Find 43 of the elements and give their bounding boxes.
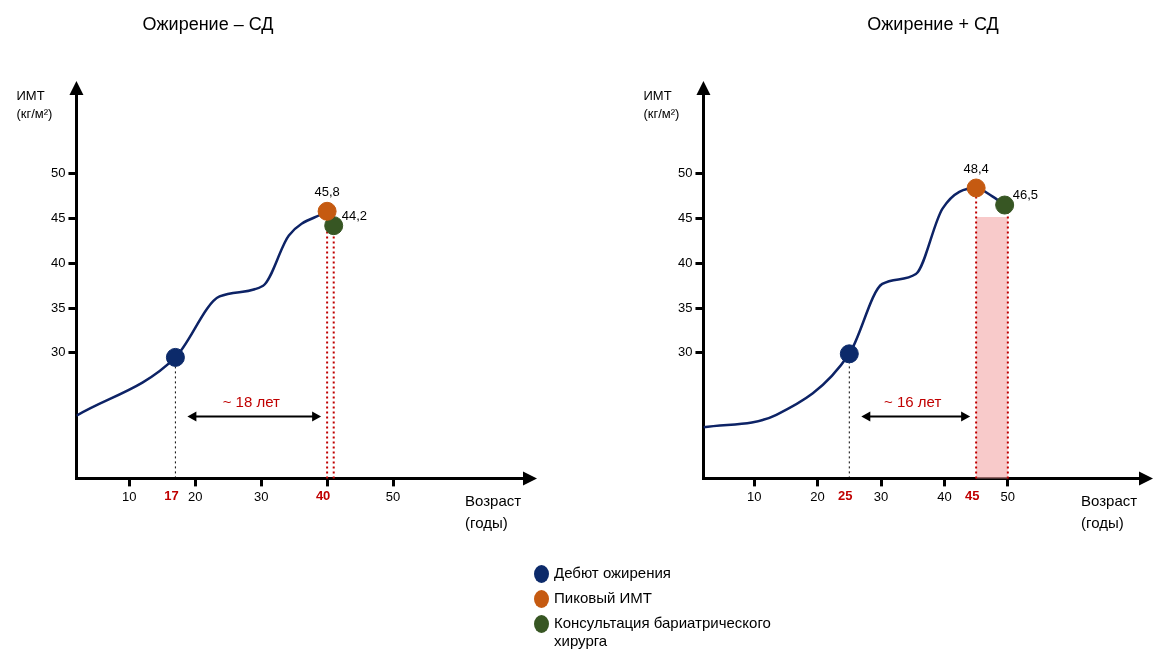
point bbox=[317, 201, 337, 221]
legend-label: Дебют ожирения bbox=[554, 564, 671, 582]
x-tick-label: 50 bbox=[385, 488, 401, 504]
x-tick-label: 30 bbox=[873, 488, 889, 504]
y-tick-label: 50 bbox=[50, 165, 66, 181]
y-axis-title: ИМТ (кг/м²) bbox=[16, 87, 53, 123]
ref-line-label: 25 bbox=[838, 488, 853, 504]
data-label: 45,8 bbox=[314, 184, 340, 200]
y-tick-label: 45 bbox=[50, 210, 66, 226]
y-tick-label: 30 bbox=[677, 344, 693, 360]
point bbox=[324, 216, 344, 236]
data-label: 48,4 bbox=[963, 161, 989, 177]
chart-title: Ожирение + СД bbox=[866, 14, 1000, 35]
annotation: ~ 16 лет bbox=[884, 393, 942, 411]
y-tick-label: 30 bbox=[50, 344, 66, 360]
data-label: 46,5 bbox=[1012, 187, 1038, 203]
x-tick-label: 10 bbox=[746, 488, 762, 504]
data-label: 44,2 bbox=[341, 207, 368, 223]
x-tick-label: 10 bbox=[121, 488, 137, 504]
x-tick-label: 20 bbox=[187, 488, 203, 504]
y-tick-label: 50 bbox=[677, 165, 693, 181]
x-axis-title: Возраст (годы) bbox=[1081, 491, 1138, 534]
y-tick-label: 45 bbox=[677, 210, 693, 226]
point bbox=[995, 195, 1015, 215]
y-tick-label: 40 bbox=[677, 254, 693, 270]
y-tick-label: 35 bbox=[50, 299, 66, 315]
y-tick-label: 40 bbox=[50, 254, 66, 270]
x-tick-label: 30 bbox=[253, 488, 269, 504]
legend-label: Консультация бариатрического хирурга bbox=[554, 614, 772, 650]
legend-label: Пиковый ИМТ bbox=[554, 589, 652, 607]
x-axis-title: Возраст (годы) bbox=[465, 491, 522, 534]
point bbox=[165, 347, 185, 367]
chart-title: Ожирение – СД bbox=[141, 14, 275, 35]
point bbox=[966, 178, 986, 198]
y-axis-title: ИМТ (кг/м²) bbox=[643, 87, 680, 123]
y-tick-label: 35 bbox=[677, 299, 693, 315]
x-tick-label: 50 bbox=[1000, 488, 1016, 504]
point bbox=[839, 344, 859, 364]
annotation: ~ 18 лет bbox=[222, 393, 281, 411]
ref-line-label: 45 bbox=[964, 488, 980, 504]
x-tick-label: 40 bbox=[937, 488, 952, 504]
x-tick-label: 20 bbox=[810, 488, 825, 504]
ref-line-label: 17 bbox=[164, 488, 179, 504]
